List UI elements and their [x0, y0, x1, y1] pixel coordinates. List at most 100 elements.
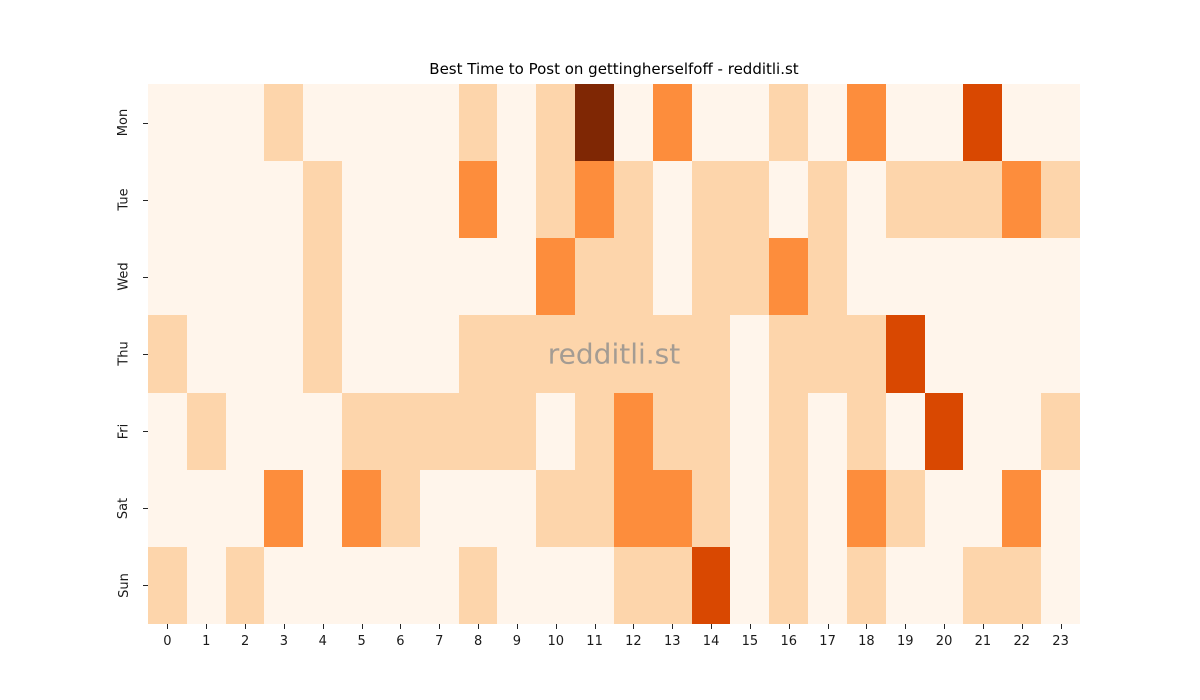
heatmap-cell-wed-22 [1002, 238, 1042, 316]
heatmap-cell-tue-13 [652, 161, 692, 239]
heatmap-cell-sun-0 [148, 546, 187, 624]
y-tick-label-sat: Sat [112, 470, 136, 547]
heatmap-cell-sun-12 [613, 546, 653, 624]
heatmap-cell-tue-10 [536, 161, 576, 239]
heatmap-cell-wed-11 [575, 238, 614, 316]
heatmap-cell-fri-10 [536, 392, 576, 470]
heatmap-cell-sat-8 [458, 469, 498, 547]
heatmap-cell-sat-11 [575, 469, 614, 547]
heatmap-cell-fri-23 [1041, 392, 1080, 470]
heatmap-cell-thu-10 [536, 315, 576, 393]
x-tick-label-21: 21 [974, 634, 992, 649]
x-tick-label-20: 20 [935, 634, 953, 649]
heatmap-cell-tue-0 [148, 161, 187, 239]
y-tick-label-text: Wed [116, 262, 132, 292]
heatmap-cell-mon-3 [264, 84, 304, 162]
heatmap-cell-thu-8 [458, 315, 498, 393]
heatmap-cell-mon-11 [575, 84, 614, 162]
x-tick-label-6: 6 [396, 634, 405, 649]
heatmap-cell-sun-10 [536, 546, 576, 624]
heatmap-cell-fri-22 [1002, 392, 1042, 470]
heatmap-cell-sat-10 [536, 469, 576, 547]
heatmap-cell-tue-12 [613, 161, 653, 239]
heatmap-cell-wed-9 [497, 238, 537, 316]
heatmap-cell-wed-14 [691, 238, 731, 316]
heatmap-cell-sat-21 [963, 469, 1003, 547]
heatmap-cell-sun-7 [419, 546, 459, 624]
x-tick-mark [1060, 624, 1062, 629]
heatmap-cell-thu-19 [885, 315, 925, 393]
heatmap-cell-fri-13 [652, 392, 692, 470]
heatmap-cell-sat-16 [769, 469, 809, 547]
heatmap-plot: redditli.st [148, 84, 1080, 624]
x-tick-mark [905, 624, 907, 629]
heatmap-cell-sat-0 [148, 469, 187, 547]
heatmap-cell-tue-2 [225, 161, 265, 239]
y-tick-mark [143, 508, 148, 510]
heatmap-cell-mon-16 [769, 84, 809, 162]
heatmap-cell-mon-15 [730, 84, 770, 162]
heatmap-cell-thu-20 [924, 315, 964, 393]
heatmap-cell-mon-23 [1041, 84, 1080, 162]
x-tick-mark [206, 624, 208, 629]
heatmap-cell-fri-17 [808, 392, 847, 470]
heatmap-cell-thu-7 [419, 315, 459, 393]
heatmap-cell-thu-5 [342, 315, 381, 393]
x-tick-mark [516, 624, 518, 629]
heatmap-cell-mon-5 [342, 84, 381, 162]
x-tick-mark [555, 624, 557, 629]
heatmap-cell-wed-20 [924, 238, 964, 316]
heatmap-cell-sun-2 [225, 546, 265, 624]
heatmap-cell-fri-0 [148, 392, 187, 470]
heatmap-cell-sat-19 [885, 469, 925, 547]
heatmap-cell-wed-16 [769, 238, 809, 316]
heatmap-cell-thu-17 [808, 315, 847, 393]
heatmap-cell-mon-14 [691, 84, 731, 162]
heatmap-cell-mon-2 [225, 84, 265, 162]
heatmap-cell-wed-12 [613, 238, 653, 316]
y-tick-mark [143, 431, 148, 433]
heatmap-cell-sun-8 [458, 546, 498, 624]
x-tick-mark [672, 624, 674, 629]
heatmap-cell-fri-21 [963, 392, 1003, 470]
heatmap-cell-tue-23 [1041, 161, 1080, 239]
heatmap-cell-sat-22 [1002, 469, 1042, 547]
heatmap-cell-tue-3 [264, 161, 304, 239]
heatmap-cell-sun-22 [1002, 546, 1042, 624]
heatmap-cell-mon-18 [846, 84, 886, 162]
y-tick-mark [143, 354, 148, 355]
x-tick-label-19: 19 [896, 634, 914, 649]
heatmap-cell-wed-10 [536, 238, 576, 316]
heatmap-cell-mon-0 [148, 84, 187, 162]
heatmap-grid [148, 84, 1080, 624]
heatmap-cell-sun-6 [380, 546, 420, 624]
heatmap-cell-sat-13 [652, 469, 692, 547]
x-tick-mark [866, 624, 868, 629]
heatmap-cell-sun-20 [924, 546, 964, 624]
y-tick-label-text: Sat [116, 497, 132, 519]
heatmap-cell-wed-17 [808, 238, 847, 316]
heatmap-cell-fri-12 [613, 392, 653, 470]
heatmap-cell-sun-19 [885, 546, 925, 624]
heatmap-cell-thu-13 [652, 315, 692, 393]
heatmap-cell-tue-21 [963, 161, 1003, 239]
heatmap-cell-sat-1 [186, 469, 226, 547]
y-tick-label-text: Sun [116, 573, 132, 598]
heatmap-cell-sun-5 [342, 546, 381, 624]
heatmap-cell-thu-16 [769, 315, 809, 393]
heatmap-cell-sun-3 [264, 546, 304, 624]
x-tick-label-0: 0 [163, 634, 172, 649]
heatmap-cell-sat-17 [808, 469, 847, 547]
heatmap-cell-wed-4 [303, 238, 343, 316]
x-tick-label-1: 1 [202, 634, 211, 649]
y-tick-label-tue: Tue [112, 161, 136, 238]
heatmap-cell-mon-17 [808, 84, 847, 162]
heatmap-cell-sat-15 [730, 469, 770, 547]
y-tick-label-text: Fri [116, 423, 132, 439]
heatmap-cell-thu-14 [691, 315, 731, 393]
y-tick-mark [143, 122, 148, 124]
x-tick-label-5: 5 [357, 634, 366, 649]
x-tick-label-23: 23 [1052, 634, 1069, 649]
heatmap-cell-sat-9 [497, 469, 537, 547]
